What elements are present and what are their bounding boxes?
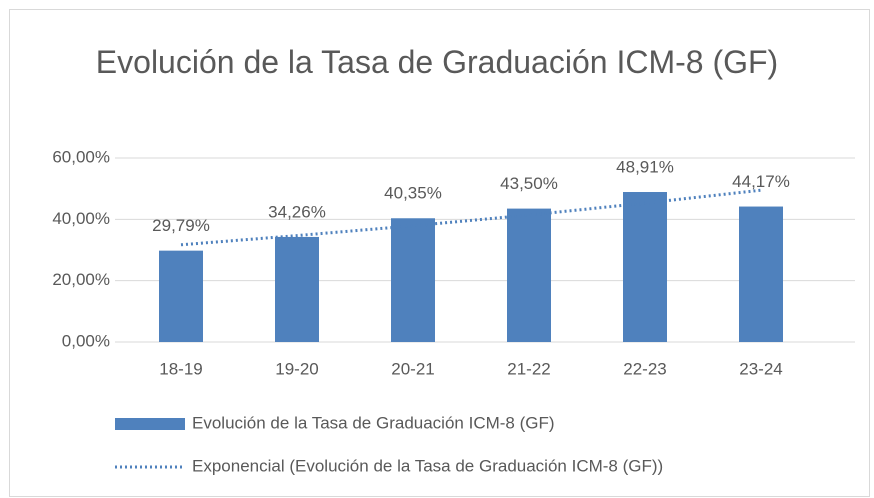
x-tick-label: 20-21	[391, 359, 434, 378]
bar	[507, 208, 551, 342]
chart-title: Evolución de la Tasa de Graduación ICM-8…	[95, 44, 779, 80]
x-tick-label: 19-20	[275, 359, 318, 378]
chart-border	[9, 9, 870, 497]
data-label: 44,17%	[732, 172, 790, 191]
legend-swatch	[115, 418, 185, 430]
trendline	[180, 188, 762, 247]
x-tick-label: 21-22	[507, 359, 550, 378]
y-tick-label: 60,00%	[52, 147, 110, 166]
legend-label: Evolución de la Tasa de Graduación ICM-8…	[192, 413, 555, 432]
x-tick-label: 18-19	[159, 359, 202, 378]
x-tick-label: 22-23	[623, 359, 666, 378]
data-label: 48,91%	[616, 157, 674, 176]
data-label: 29,79%	[152, 216, 210, 235]
legend-label: Exponencial (Evolución de la Tasa de Gra…	[192, 456, 663, 475]
bar	[159, 250, 203, 342]
bar	[623, 192, 667, 342]
y-tick-label: 20,00%	[52, 270, 110, 289]
y-tick-label: 40,00%	[52, 209, 110, 228]
data-label: 40,35%	[384, 184, 442, 203]
bar	[391, 218, 435, 342]
bar	[739, 206, 783, 342]
data-label: 43,50%	[500, 174, 558, 193]
bar	[275, 236, 319, 342]
data-label: 34,26%	[268, 202, 326, 221]
x-tick-label: 23-24	[739, 359, 782, 378]
y-tick-label: 0,00%	[62, 331, 110, 350]
